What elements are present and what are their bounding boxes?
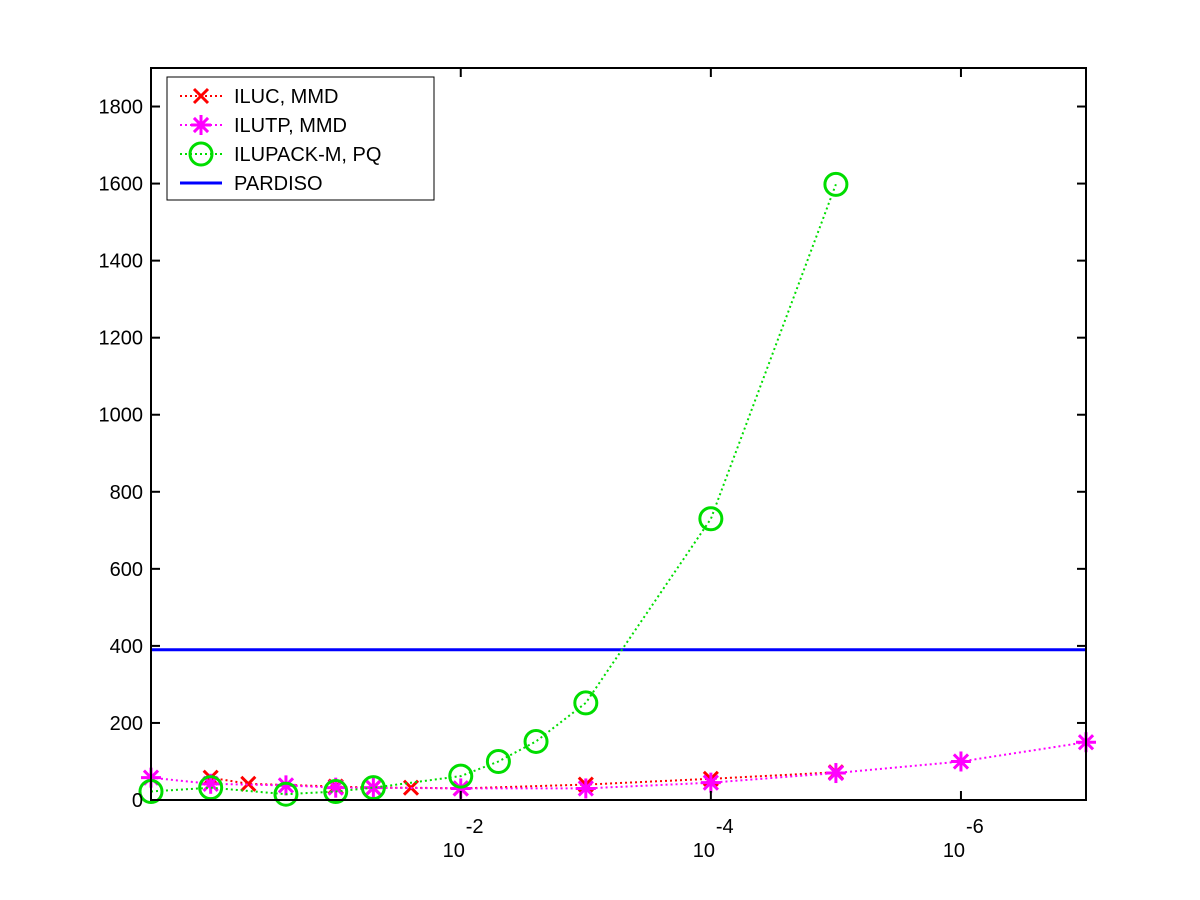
data-point-ilupack-m-pq — [523, 728, 549, 754]
y-tick-label: 400 — [110, 636, 143, 658]
y-tick-label: 200 — [110, 713, 143, 735]
legend-label-iluc-mmd: ILUC, MMD — [234, 86, 338, 108]
x-tick-label-base: 10 — [443, 840, 465, 862]
legend: ILUC, MMD ILUTP, MMD ILUPACK-M, PQ PARDISO — [166, 76, 435, 201]
legend-marker-iluc-mmd — [192, 87, 210, 105]
data-point-iluc-mmd — [240, 775, 257, 792]
data-point-ilupack-m-pq — [573, 690, 599, 716]
data-point-ilutp-mmd — [700, 772, 721, 793]
data-point-ilutp-mmd — [825, 763, 846, 784]
x-tick-label-base: 10 — [693, 840, 715, 862]
legend-box — [166, 76, 435, 201]
data-point-ilupack-m-pq — [323, 779, 349, 805]
data-point-ilupack-m-pq — [485, 748, 511, 774]
x-tick-label-exponent: -4 — [716, 816, 734, 838]
axes-layer: 02004006008001000120014001600180010-210-… — [99, 68, 1086, 862]
y-tick-label: 1400 — [99, 251, 144, 273]
x-tick-label-exponent: -6 — [966, 816, 984, 838]
series-layer — [138, 171, 1096, 807]
data-point-ilutp-mmd — [950, 751, 971, 772]
y-tick-label: 1200 — [99, 328, 144, 350]
y-tick-label: 600 — [110, 559, 143, 581]
data-point-ilutp-mmd — [575, 778, 596, 799]
y-tick-label: 800 — [110, 482, 143, 504]
y-tick-label: 0 — [132, 790, 143, 812]
data-point-ilupack-m-pq — [360, 775, 386, 801]
y-tick-label: 1000 — [99, 405, 144, 427]
data-point-ilupack-m-pq — [198, 775, 224, 801]
legend-marker-ilutp-mmd — [191, 115, 211, 135]
data-point-ilupack-m-pq — [823, 171, 849, 197]
x-tick-label-base: 10 — [943, 840, 965, 862]
y-tick-label: 1600 — [99, 174, 144, 196]
legend-marker-ilupack-m-pq — [188, 141, 214, 167]
data-point-ilupack-m-pq — [273, 781, 299, 807]
plot-frame — [150, 67, 1087, 801]
series-line-ilupack-m-pq — [150, 183, 837, 796]
legend-label-pardiso: PARDISO — [234, 173, 323, 195]
data-point-ilupack-m-pq — [448, 763, 474, 789]
legend-label-ilupack-m-pq: ILUPACK-M, PQ — [234, 144, 381, 166]
y-tick-label: 1800 — [99, 97, 144, 119]
x-tick-label-exponent: -2 — [466, 816, 484, 838]
legend-label-ilutp-mmd: ILUTP, MMD — [234, 115, 347, 137]
data-point-ilupack-m-pq — [698, 506, 724, 532]
